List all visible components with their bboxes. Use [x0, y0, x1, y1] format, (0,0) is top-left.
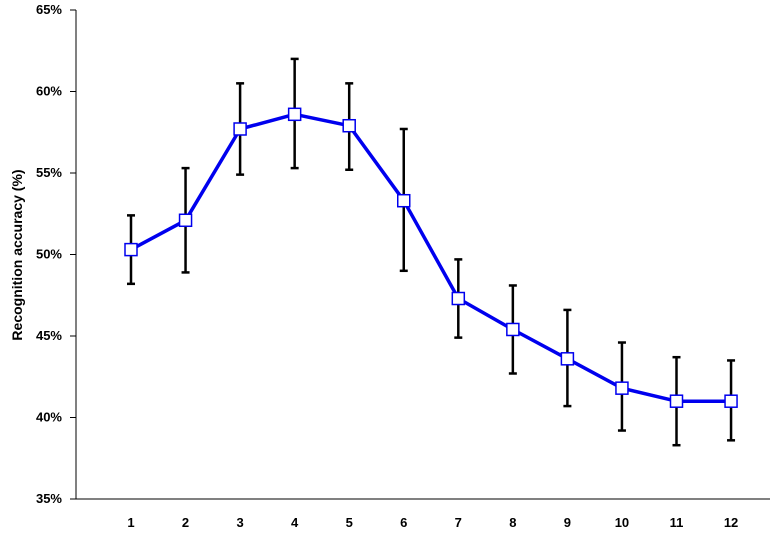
x-tick-label: 9: [564, 515, 571, 530]
x-tick-label: 11: [670, 515, 684, 530]
data-point-marker: [506, 322, 520, 337]
x-tick-label: 8: [509, 515, 516, 530]
data-point-marker: [233, 122, 247, 136]
x-tick-label: 1: [127, 515, 134, 530]
y-tick-label: 55%: [36, 165, 62, 180]
data-point-marker: [178, 213, 193, 228]
y-tick-label: 60%: [36, 84, 62, 99]
data-point-marker: [451, 291, 466, 306]
series-line: [130, 112, 731, 403]
x-tick-label: 5: [346, 515, 353, 530]
data-point-marker: [669, 394, 684, 408]
data-point-marker: [724, 394, 738, 408]
data-point-marker: [615, 381, 629, 395]
y-tick-label: 50%: [36, 247, 62, 262]
y-axis-ticks: 35% 40% 45% 50% 55% 60% 65%: [36, 2, 76, 506]
series-polyline: [130, 112, 731, 403]
x-tick-label: 10: [615, 515, 629, 530]
y-axis-title: Recognition accuracy (%): [9, 169, 25, 340]
x-tick-label: 3: [236, 515, 243, 530]
y-tick-label: 65%: [36, 2, 62, 17]
x-tick-label: 12: [724, 515, 738, 530]
data-markers: [124, 107, 738, 408]
x-axis-ticks: 1 2 3 4 5 6 7 8 9 10 11 12: [127, 515, 738, 530]
x-tick-label: 2: [182, 515, 189, 530]
data-point-marker: [124, 242, 138, 257]
x-tick-label: 4: [291, 515, 299, 530]
y-tick-label: 40%: [36, 410, 62, 425]
data-point-marker: [397, 193, 411, 208]
x-tick-label: 6: [400, 515, 407, 530]
y-tick-label: 35%: [36, 491, 62, 506]
y-tick-label: 45%: [36, 328, 62, 343]
data-point-marker: [342, 118, 356, 133]
axes: [75, 10, 770, 500]
data-point-marker: [287, 107, 302, 122]
data-point-marker: [560, 352, 575, 366]
x-tick-label: 7: [455, 515, 462, 530]
